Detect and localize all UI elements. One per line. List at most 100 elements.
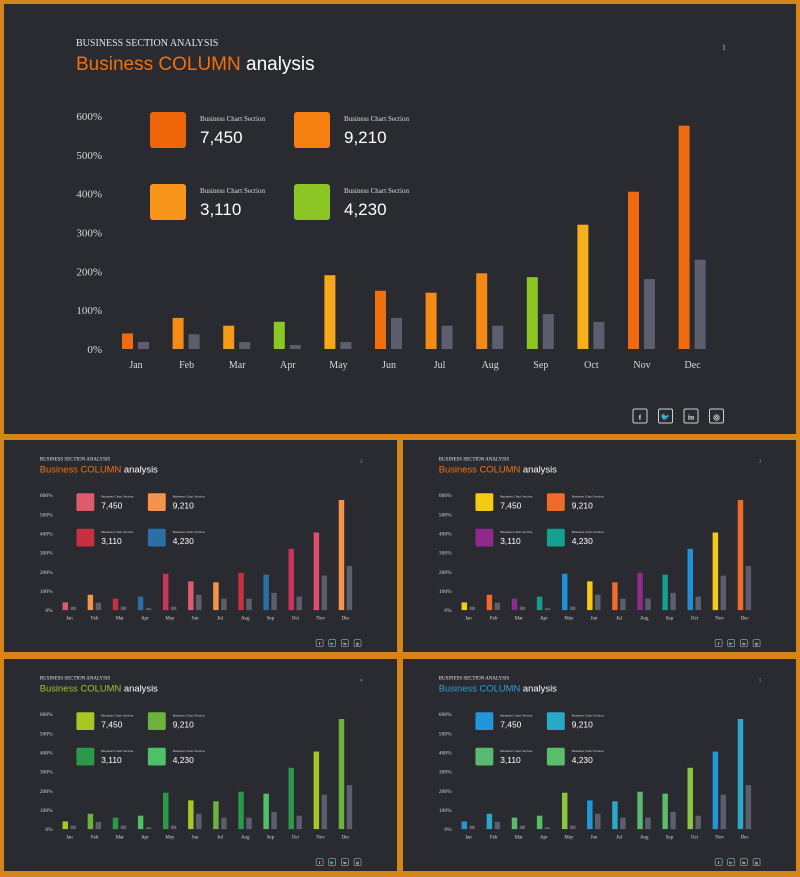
svg-text:◎: ◎ <box>755 861 759 865</box>
slide-title: Business COLUMN analysis <box>439 464 557 475</box>
linkedin-icon[interactable]: in <box>683 408 699 424</box>
facebook-icon[interactable]: f <box>315 858 324 866</box>
y-tick-label: 100% <box>40 808 53 814</box>
x-tick-label: Feb <box>91 835 99 840</box>
y-tick-label: 500% <box>40 512 53 518</box>
legend-value: 4,230 <box>173 536 194 546</box>
bar-primary <box>375 290 386 349</box>
legend-swatch <box>147 493 166 511</box>
x-tick-label: Jun <box>591 835 598 840</box>
bar-primary <box>577 224 589 349</box>
legend-swatch <box>475 528 494 547</box>
bar-secondary <box>346 566 353 611</box>
y-tick-label: 400% <box>76 189 102 201</box>
slide-thumbnail-4[interactable]: BUSINESS SECTION ANALYSIS Business COLUMN… <box>4 659 397 871</box>
bar-secondary <box>745 566 752 611</box>
bar-secondary <box>694 259 706 349</box>
legend-value: 3,110 <box>500 755 521 765</box>
title-accent: Business COLUMN <box>40 683 122 694</box>
linkedin-icon[interactable]: in <box>740 858 748 866</box>
bar-secondary <box>544 608 551 611</box>
x-tick-label: Oct <box>691 616 699 621</box>
y-tick-label: 100% <box>76 305 102 317</box>
y-tick-label: 500% <box>40 731 53 737</box>
bar-secondary <box>221 817 227 830</box>
slide-thumbnail-5[interactable]: BUSINESS SECTION ANALYSIS Business COLUMN… <box>403 659 796 871</box>
y-tick-label: 200% <box>40 789 53 795</box>
bar-secondary <box>745 785 752 830</box>
bar-primary <box>223 325 235 349</box>
linkedin-icon[interactable]: in <box>341 639 349 647</box>
legend-swatch <box>150 184 186 220</box>
bar-primary <box>87 813 94 830</box>
legend-label: Business Chart Section <box>572 749 604 753</box>
instagram-icon[interactable]: ◎ <box>752 858 761 866</box>
y-tick-label: 300% <box>439 551 452 557</box>
twitter-icon[interactable]: 🐦 <box>328 858 336 866</box>
x-tick-label: Nov <box>715 616 724 621</box>
x-tick-label: Apr <box>141 616 149 621</box>
slide-title: Business COLUMN analysis <box>439 683 557 694</box>
facebook-icon[interactable]: f <box>714 858 723 866</box>
legend-swatch <box>147 747 166 766</box>
bar-secondary <box>95 821 102 830</box>
legend-label: Business Chart Section <box>173 714 205 718</box>
title-accent: Business COLUMN <box>40 464 122 475</box>
facebook-icon[interactable]: f <box>714 639 723 647</box>
bar-secondary <box>595 813 601 830</box>
x-tick-label: Sep <box>533 360 548 371</box>
y-tick-label: 300% <box>40 770 53 776</box>
linkedin-icon[interactable]: in <box>740 639 748 647</box>
svg-text:in: in <box>688 413 695 422</box>
legend-value: 7,450 <box>500 720 521 730</box>
facebook-icon[interactable]: f <box>315 639 324 647</box>
slide-thumbnail-2[interactable]: BUSINESS SECTION ANALYSIS Business COLUMN… <box>4 440 397 652</box>
twitter-icon[interactable]: 🐦 <box>727 639 735 647</box>
y-tick-label: 500% <box>439 512 452 518</box>
legend-label: Business Chart Section <box>200 115 265 123</box>
svg-text:in: in <box>343 861 346 865</box>
instagram-icon[interactable]: ◎ <box>709 408 724 424</box>
slide-thumbnail-3[interactable]: BUSINESS SECTION ANALYSIS Business COLUMN… <box>403 440 796 652</box>
title-accent: Business COLUMN <box>76 54 241 75</box>
y-tick-label: 200% <box>76 266 102 278</box>
twitter-icon[interactable]: 🐦 <box>658 408 673 424</box>
bar-secondary <box>542 314 554 349</box>
x-tick-label: Jul <box>616 616 622 621</box>
instagram-icon[interactable]: ◎ <box>752 639 761 647</box>
legend-value: 7,450 <box>200 128 243 147</box>
bar-primary <box>263 574 269 611</box>
svg-text:🐦: 🐦 <box>661 413 670 422</box>
bar-primary <box>62 821 69 830</box>
y-tick-label: 300% <box>40 551 53 557</box>
legend-value: 7,450 <box>101 720 122 730</box>
x-tick-label: Jun <box>591 616 598 621</box>
instagram-icon[interactable]: ◎ <box>353 858 362 866</box>
legend-swatch <box>475 493 494 511</box>
bar-primary <box>561 573 568 611</box>
twitter-icon[interactable]: 🐦 <box>328 639 336 647</box>
bar-secondary <box>620 598 626 611</box>
bar-secondary <box>120 825 127 830</box>
bar-primary <box>162 792 169 830</box>
legend-value: 7,450 <box>101 501 122 511</box>
twitter-icon[interactable]: 🐦 <box>727 858 735 866</box>
title-rest: analysis <box>520 464 557 475</box>
svg-text:◎: ◎ <box>713 413 720 422</box>
legend-label: Business Chart Section <box>101 749 133 753</box>
instagram-icon[interactable]: ◎ <box>353 639 362 647</box>
bar-secondary <box>246 817 252 830</box>
legend-value: 3,110 <box>101 536 122 546</box>
linkedin-icon[interactable]: in <box>341 858 349 866</box>
bar-primary <box>137 596 144 611</box>
bar-secondary <box>519 825 526 830</box>
facebook-icon[interactable]: f <box>632 408 648 424</box>
x-tick-label: Jul <box>434 360 446 371</box>
bar-secondary <box>595 594 601 611</box>
legend-value: 4,230 <box>173 755 194 765</box>
svg-text:f: f <box>639 413 642 422</box>
x-tick-label: Aug <box>640 616 649 621</box>
x-tick-label: Dec <box>342 616 351 621</box>
